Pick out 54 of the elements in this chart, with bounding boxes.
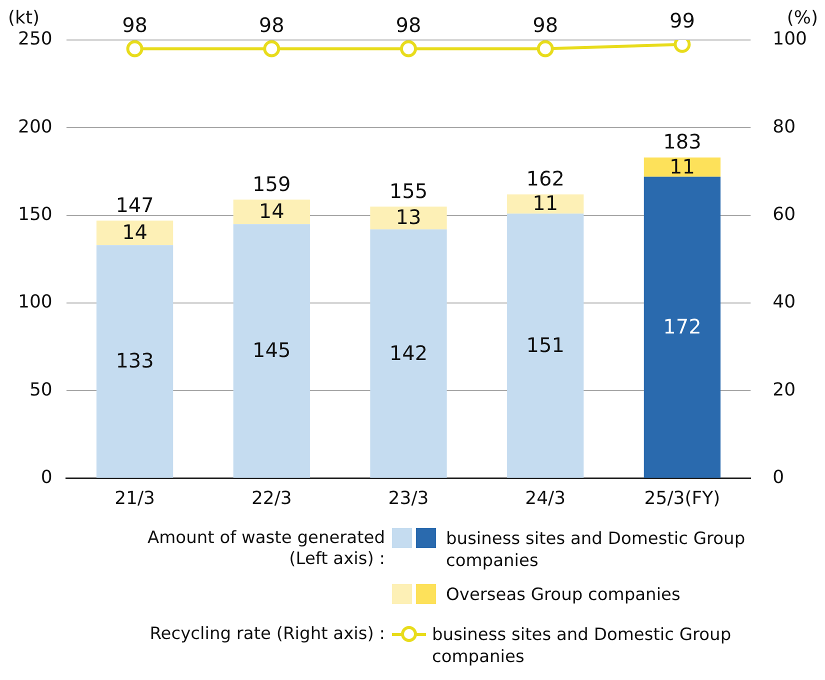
bar <box>644 176 721 478</box>
bar <box>370 229 447 478</box>
bar <box>96 220 174 246</box>
data-label: 99 <box>669 8 695 33</box>
data-label: 98 <box>258 12 284 37</box>
data-label: 14 <box>122 220 148 244</box>
data-label: 151 <box>526 332 564 357</box>
data-label: 98 <box>122 12 148 37</box>
data-label: 133 <box>116 348 154 373</box>
y-tick-label: 50 <box>29 379 52 400</box>
bar <box>233 200 310 224</box>
bar <box>96 245 174 478</box>
data-label: 98 <box>396 12 422 37</box>
bar <box>233 224 310 478</box>
data-label: 11 <box>532 191 558 216</box>
data-label: 172 <box>663 314 702 339</box>
text: Recycling rate (Right axis) : <box>150 624 385 645</box>
total-label: 147 <box>116 192 154 217</box>
total-label: 155 <box>389 178 428 203</box>
text: Amount of waste generated (Left axis) : <box>147 528 385 570</box>
x-tick-label: 25/3(FY) <box>644 488 720 509</box>
y2-tick-label: 60 <box>772 204 796 226</box>
legend-label: business sites and Domestic Group companies <box>446 528 746 572</box>
data-label: 11 <box>669 154 695 178</box>
y2-tick-label: 40 <box>772 292 796 313</box>
legend-label: Overseas Group companies <box>446 584 682 606</box>
y-tick-label: 150 <box>18 204 52 226</box>
x-tick-label: 24/3 <box>525 488 566 509</box>
y-tick-label: 100 <box>18 292 52 313</box>
data-label: 98 <box>532 12 558 37</box>
bar <box>370 206 447 230</box>
y-tick-label: 250 <box>18 28 52 50</box>
x-tick-label: 23/3 <box>388 488 429 509</box>
total-label: 162 <box>526 166 564 191</box>
y2-tick-label: 0 <box>772 467 784 488</box>
total-label: 183 <box>663 130 702 154</box>
y2-tick-label: 20 <box>772 379 796 400</box>
x-tick-label: 22/3 <box>251 488 292 509</box>
data-label: 145 <box>252 338 291 362</box>
y-tick-label: 200 <box>18 116 52 138</box>
total-label: 159 <box>252 172 291 196</box>
x-tick-label: 21/3 <box>114 488 155 509</box>
data-label: 142 <box>389 340 428 365</box>
data-label: 14 <box>258 199 284 224</box>
bar <box>507 194 584 214</box>
y2-tick-label: 100 <box>772 28 808 50</box>
y2-tick-label: 80 <box>772 116 796 138</box>
y2-axis-title: (%) <box>786 8 818 29</box>
data-label: 13 <box>396 205 422 230</box>
bar <box>507 214 584 478</box>
y-axis-title: (kt) <box>8 8 40 29</box>
bar <box>644 157 721 177</box>
y-tick-label: 0 <box>40 467 52 488</box>
legend-label: business sites and Domestic Group companies <box>432 624 732 668</box>
